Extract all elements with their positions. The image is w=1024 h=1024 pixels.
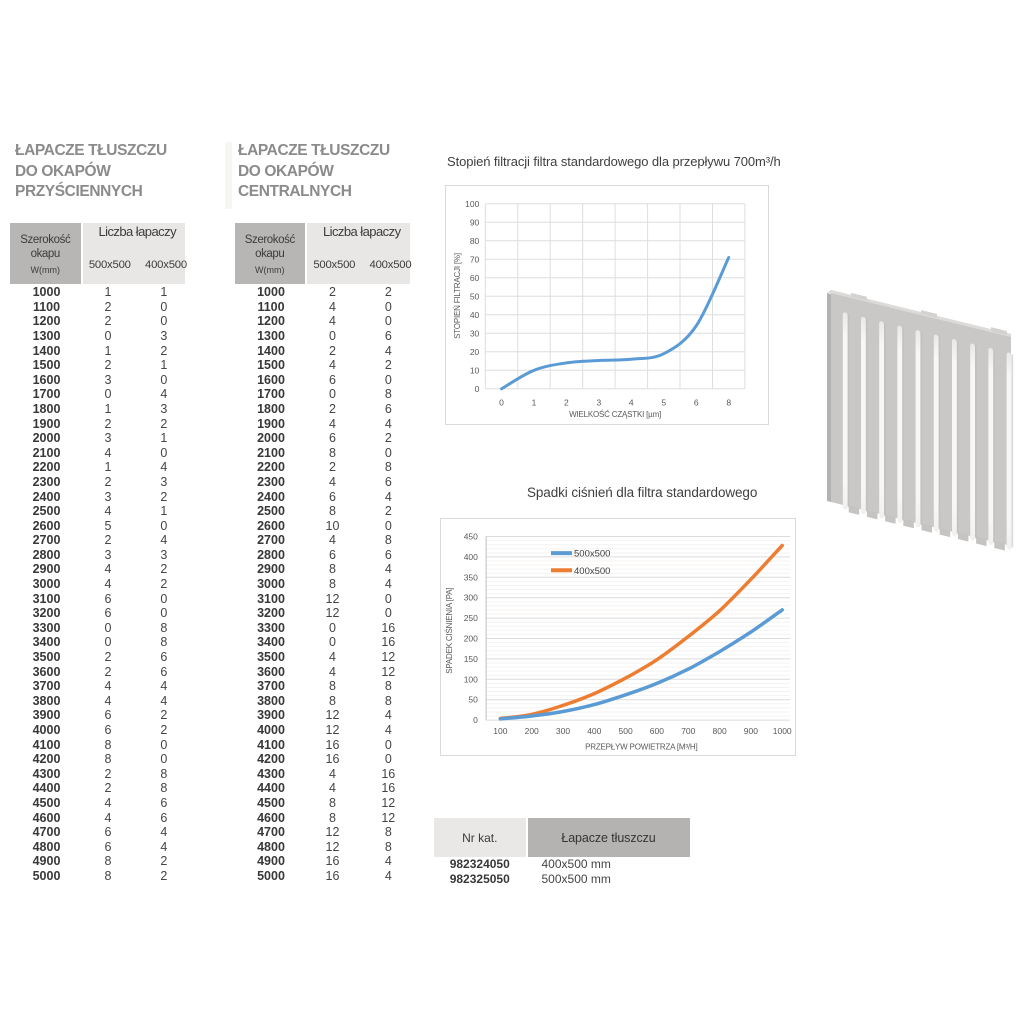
- svg-text:0: 0: [473, 715, 478, 725]
- svg-text:0: 0: [475, 384, 480, 394]
- svg-text:40: 40: [470, 310, 480, 320]
- svg-text:450: 450: [464, 532, 478, 542]
- svg-text:700: 700: [681, 726, 695, 736]
- svg-text:20: 20: [470, 347, 480, 357]
- svg-text:500: 500: [619, 726, 633, 736]
- svg-text:4: 4: [629, 398, 634, 408]
- svg-text:90: 90: [470, 217, 480, 227]
- svg-text:2: 2: [564, 398, 569, 408]
- svg-text:200: 200: [464, 634, 478, 644]
- svg-text:60: 60: [470, 273, 480, 283]
- svg-text:3: 3: [597, 398, 602, 408]
- svg-text:50: 50: [468, 695, 478, 705]
- svg-text:SPADEK CIŚNIENIA [PA]: SPADEK CIŚNIENIA [PA]: [445, 588, 454, 674]
- svg-text:6: 6: [694, 398, 699, 408]
- svg-text:100: 100: [464, 674, 478, 684]
- svg-text:STOPIEŃ FILTRACJI [%]: STOPIEŃ FILTRACJI [%]: [453, 253, 462, 339]
- svg-text:300: 300: [464, 593, 478, 603]
- svg-text:150: 150: [464, 654, 478, 664]
- svg-text:WIELKOŚĆ CZĄSTKI [µm]: WIELKOŚĆ CZĄSTKI [µm]: [569, 410, 661, 419]
- svg-text:400: 400: [587, 726, 601, 736]
- svg-text:5: 5: [661, 398, 666, 408]
- svg-text:600: 600: [650, 726, 664, 736]
- svg-text:0: 0: [499, 398, 504, 408]
- svg-text:10: 10: [470, 365, 480, 375]
- svg-text:800: 800: [713, 726, 727, 736]
- svg-text:500x500: 500x500: [574, 549, 610, 560]
- svg-text:1: 1: [532, 398, 537, 408]
- svg-text:400x500: 400x500: [574, 566, 610, 577]
- svg-text:PRZEPŁYW POWIETRZA [M³/H]: PRZEPŁYW POWIETRZA [M³/H]: [585, 743, 697, 752]
- svg-text:400: 400: [464, 552, 478, 562]
- svg-text:100: 100: [493, 726, 507, 736]
- svg-text:300: 300: [556, 726, 570, 736]
- svg-text:250: 250: [464, 613, 478, 623]
- svg-text:80: 80: [470, 236, 480, 246]
- svg-text:900: 900: [744, 726, 758, 736]
- svg-text:8: 8: [726, 398, 731, 408]
- svg-text:200: 200: [525, 726, 539, 736]
- svg-text:50: 50: [470, 291, 480, 301]
- svg-text:70: 70: [470, 254, 480, 264]
- svg-text:1000: 1000: [773, 726, 792, 736]
- svg-text:100: 100: [465, 199, 479, 209]
- svg-text:350: 350: [464, 572, 478, 582]
- svg-text:30: 30: [470, 328, 480, 338]
